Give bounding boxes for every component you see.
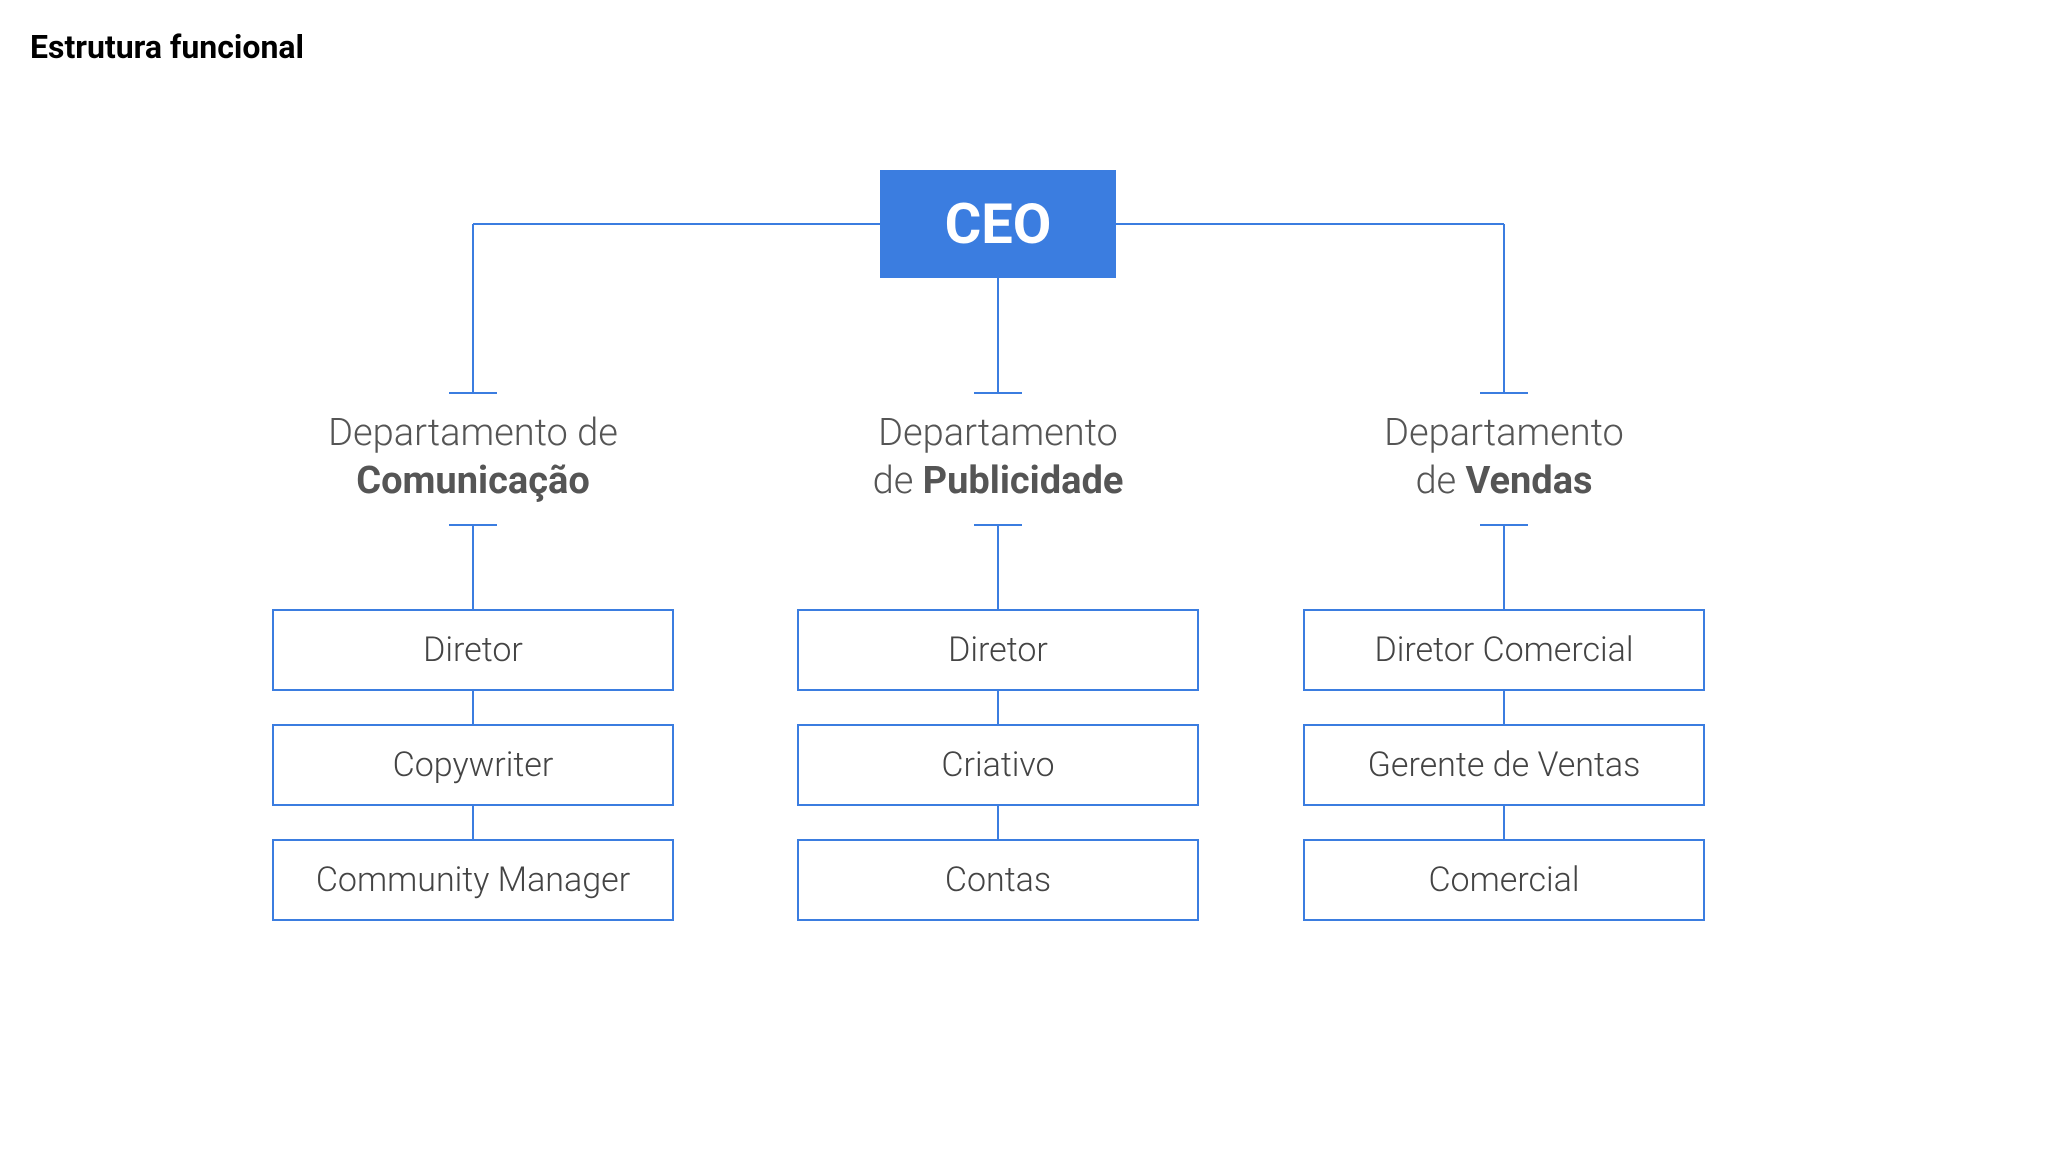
role-box: Copywriter [273,725,673,805]
department-label-line1: Departamento de [213,410,733,458]
role-box: Diretor [798,610,1198,690]
role-label: Diretor [423,630,523,670]
role-label: Diretor Comercial [1374,630,1633,670]
role-box: Diretor Comercial [1304,610,1704,690]
role-label: Diretor [948,630,1048,670]
department-label: Departamento deComunicação [213,410,733,505]
role-label: Community Manager [316,860,630,900]
department-label-line1: Departamento [1244,410,1764,458]
role-label: Criativo [941,745,1054,785]
role-box: Gerente de Ventas [1304,725,1704,805]
department-label-line1: Departamento [738,410,1258,458]
department-label-line2: Comunicação [213,458,733,506]
role-box: Community Manager [273,840,673,920]
role-box: Contas [798,840,1198,920]
ceo-label: CEO [945,191,1052,257]
ceo-node: CEO [880,170,1116,278]
department-label-line2: de Publicidade [738,458,1258,506]
role-label: Copywriter [393,745,554,785]
department-label: Departamentode Publicidade [738,410,1258,505]
department-label-line2: de Vendas [1244,458,1764,506]
role-box: Criativo [798,725,1198,805]
role-label: Comercial [1428,860,1579,900]
role-label: Contas [945,860,1051,900]
department-label: Departamentode Vendas [1244,410,1764,505]
role-box: Diretor [273,610,673,690]
role-box: Comercial [1304,840,1704,920]
role-label: Gerente de Ventas [1368,745,1641,785]
